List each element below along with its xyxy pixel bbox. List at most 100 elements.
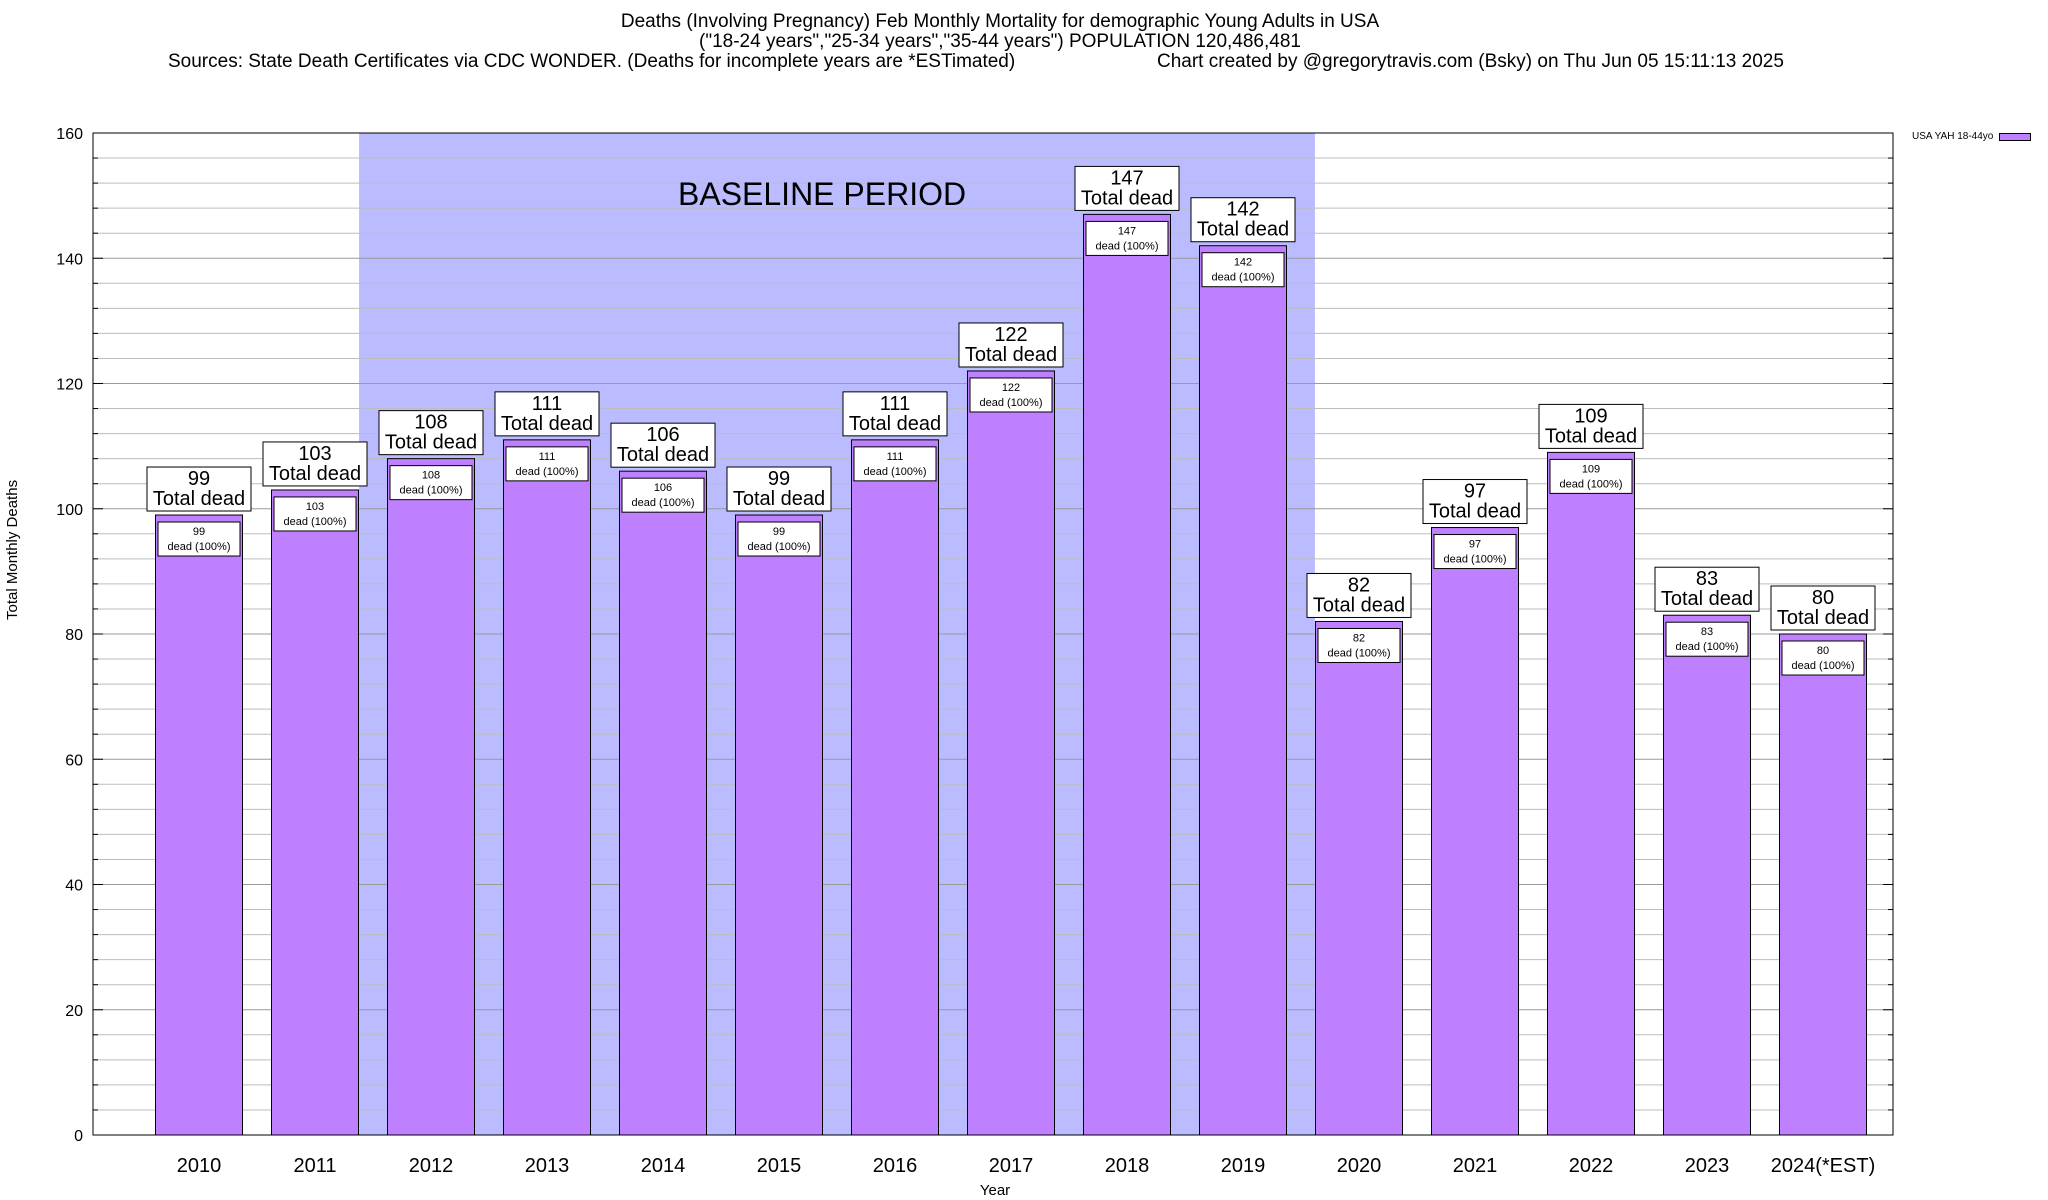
bar — [1083, 213, 1171, 1136]
total-label-box — [726, 466, 832, 512]
x-axis-label: Year — [979, 1182, 1011, 1199]
x-tick-label: 2024(*EST) — [1771, 1155, 1876, 1177]
legend-label: USA YAH 18-44yo — [1912, 131, 1994, 142]
inner-label-box — [157, 521, 241, 557]
inner-label-percent: dead (100%) — [1444, 554, 1507, 566]
inner-label-percent: dead (100%) — [980, 397, 1043, 409]
inner-label-percent: dead (100%) — [1328, 647, 1391, 659]
total-label-text: Total dead — [965, 344, 1057, 366]
total-label-text: Total dead — [1313, 594, 1405, 616]
inner-label-percent: dead (100%) — [168, 541, 231, 553]
inner-label-value: 109 — [1582, 463, 1600, 475]
total-label-box — [958, 322, 1064, 368]
inner-label-box — [1665, 621, 1749, 657]
inner-label-value: 82 — [1353, 632, 1365, 644]
legend-swatch — [1999, 132, 2032, 141]
x-tick-label: 2013 — [525, 1155, 570, 1177]
inner-label-value: 122 — [1002, 382, 1020, 394]
bar — [1199, 245, 1287, 1136]
total-label-box — [1538, 403, 1644, 449]
bar — [387, 458, 475, 1136]
total-label-box — [1306, 572, 1412, 618]
total-label-value: 83 — [1696, 568, 1718, 590]
x-tick-label: 2017 — [989, 1155, 1034, 1177]
y-tick-label: 140 — [56, 251, 83, 268]
y-tick-label: 40 — [65, 878, 83, 895]
inner-label-box — [1549, 458, 1633, 494]
bar — [1547, 451, 1635, 1136]
inner-label-value: 97 — [1469, 539, 1481, 551]
total-label-value: 147 — [1110, 167, 1143, 189]
total-label-box — [610, 422, 716, 468]
inner-label-value: 83 — [1701, 626, 1713, 638]
total-label-value: 122 — [994, 324, 1027, 346]
credit-text: Chart created by @gregorytravis.com (Bsk… — [1157, 51, 1784, 72]
total-label-value: 109 — [1574, 405, 1607, 427]
inner-label-percent: dead (100%) — [864, 466, 927, 478]
x-tick-label: 2023 — [1685, 1155, 1730, 1177]
inner-label-box — [1085, 220, 1169, 256]
total-label-value: 99 — [768, 468, 790, 490]
bar — [271, 489, 359, 1136]
inner-label-box — [389, 465, 473, 501]
x-tick-label: 2015 — [757, 1155, 802, 1177]
inner-label-value: 106 — [654, 482, 672, 494]
y-tick-label: 120 — [56, 377, 83, 394]
total-label-value: 106 — [646, 424, 679, 446]
x-tick-label: 2021 — [1453, 1155, 1498, 1177]
x-tick-label: 2019 — [1221, 1155, 1266, 1177]
inner-label-value: 147 — [1118, 225, 1136, 237]
bar — [1663, 614, 1751, 1136]
x-tick-label: 2022 — [1569, 1155, 1614, 1177]
inner-label-box — [737, 521, 821, 557]
inner-label-box — [1317, 627, 1401, 663]
inner-label-box — [969, 377, 1053, 413]
x-tick-label: 2011 — [293, 1155, 336, 1177]
inner-label-percent: dead (100%) — [284, 516, 347, 528]
y-axis-label: Total Monthly Deaths — [4, 479, 21, 620]
bar — [967, 370, 1055, 1136]
bar — [1315, 620, 1403, 1136]
legend: USA YAH 18-44yo — [1912, 131, 2032, 142]
inner-label-percent: dead (100%) — [1096, 240, 1159, 252]
x-tick-label: 2010 — [177, 1155, 222, 1177]
inner-label-value: 103 — [306, 501, 324, 513]
inner-label-percent: dead (100%) — [1212, 272, 1275, 284]
total-label-text: Total dead — [1661, 588, 1753, 610]
inner-label-value: 99 — [193, 526, 205, 538]
total-label-box — [146, 466, 252, 512]
y-tick-label: 60 — [65, 752, 83, 769]
inner-label-percent: dead (100%) — [400, 485, 463, 497]
sources-text: Sources: State Death Certificates via CD… — [168, 51, 1016, 72]
total-label-box — [842, 391, 948, 437]
y-tick-label: 160 — [56, 126, 83, 143]
total-label-value: 103 — [298, 443, 331, 465]
inner-label-percent: dead (100%) — [632, 497, 695, 509]
baseline-period-label: BASELINE PERIOD — [678, 176, 967, 212]
total-label-box — [1422, 479, 1528, 525]
y-tick-label: 20 — [65, 1003, 83, 1020]
total-label-text: Total dead — [385, 432, 477, 454]
total-label-text: Total dead — [617, 444, 709, 466]
total-label-value: 108 — [414, 412, 447, 434]
title-line-2: ("18-24 years","25-34 years","35-44 year… — [699, 31, 1301, 52]
x-tick-label: 2014 — [641, 1155, 686, 1177]
inner-label-percent: dead (100%) — [748, 541, 811, 553]
total-label-value: 80 — [1812, 587, 1834, 609]
total-label-box — [1190, 197, 1296, 243]
chart-title: Deaths (Involving Pregnancy) Feb Monthly… — [0, 12, 2000, 72]
inner-label-value: 111 — [539, 451, 556, 463]
x-tick-label: 2016 — [873, 1155, 918, 1177]
total-label-box — [1770, 585, 1876, 631]
total-label-text: Total dead — [1081, 187, 1173, 209]
total-label-text: Total dead — [1545, 425, 1637, 447]
total-label-box — [1654, 566, 1760, 612]
inner-label-box — [1201, 252, 1285, 288]
total-label-value: 82 — [1348, 574, 1370, 596]
inner-label-value: 99 — [773, 526, 785, 538]
x-tick-label: 2012 — [409, 1155, 454, 1177]
total-label-value: 142 — [1226, 199, 1259, 221]
total-label-value: 97 — [1464, 481, 1486, 503]
inner-label-box — [1781, 640, 1865, 676]
